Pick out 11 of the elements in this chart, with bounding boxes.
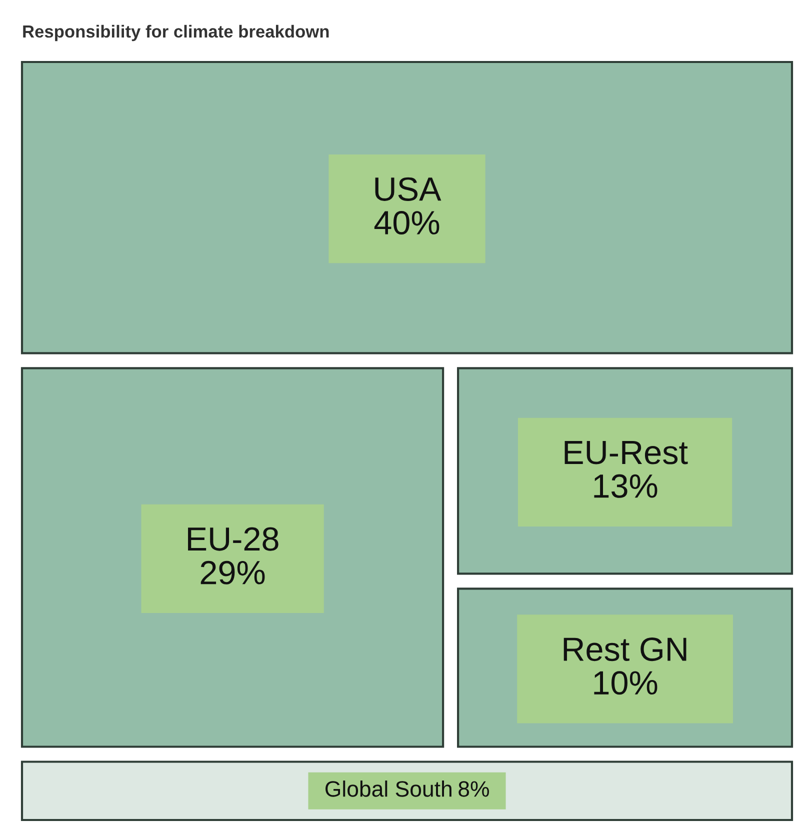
data-label: 40% — [374, 210, 440, 235]
data-label: 13% — [594, 474, 658, 498]
data-label: 8% — [458, 781, 489, 797]
category-label: Rest GN — [564, 637, 686, 662]
data-label: 29% — [200, 560, 265, 584]
category-label: EU-28 — [188, 527, 278, 551]
text: Responsibility for climate breakdown — [23, 24, 329, 42]
category-label: Global South — [325, 780, 452, 797]
category-label: USA — [375, 177, 442, 201]
category-label: EU-Rest — [564, 441, 688, 464]
data-label: 10% — [594, 671, 658, 695]
